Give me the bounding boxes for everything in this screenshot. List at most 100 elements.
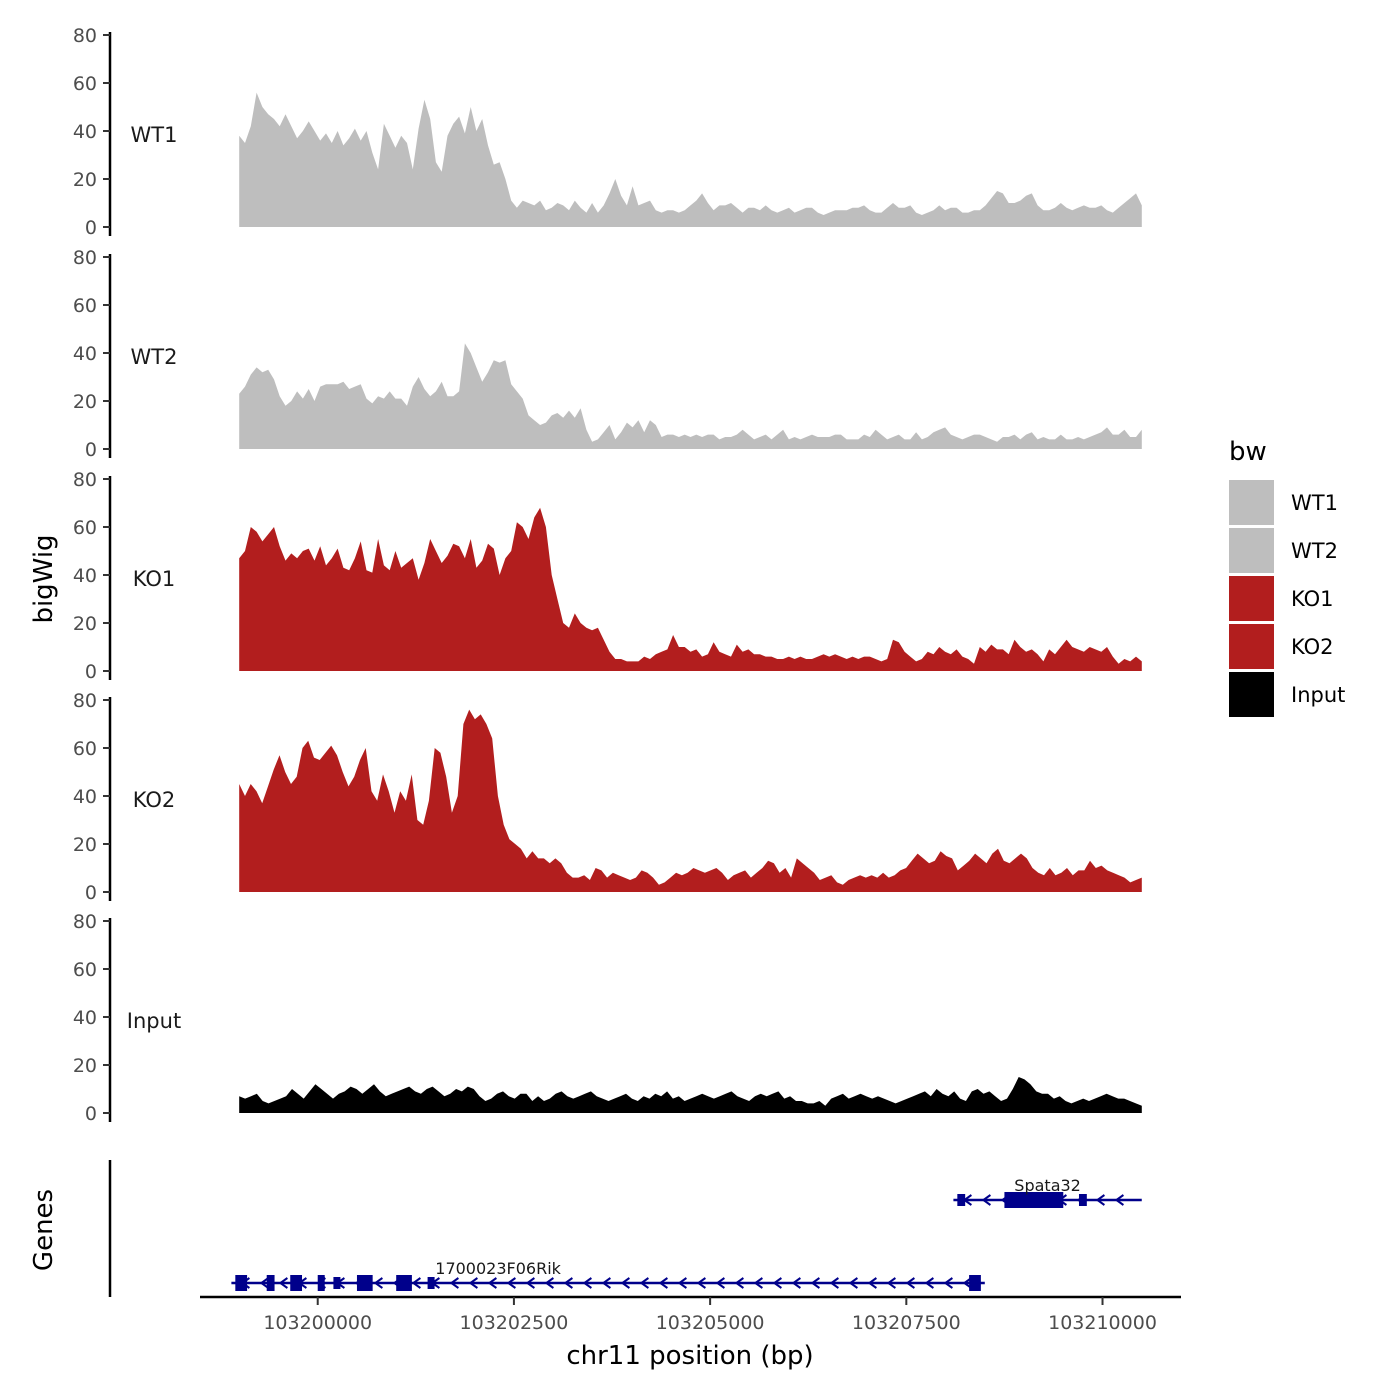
y-tick-label: 40 bbox=[73, 786, 97, 808]
y-tick-label: 0 bbox=[85, 882, 97, 904]
strand-arrow bbox=[373, 1277, 383, 1289]
strand-arrow bbox=[905, 1277, 915, 1289]
gene-exon bbox=[333, 1277, 341, 1289]
legend-label-wt1: WT1 bbox=[1291, 491, 1338, 515]
gene-exon bbox=[427, 1277, 435, 1289]
strand-arrow bbox=[525, 1277, 535, 1289]
strand-arrow bbox=[544, 1277, 554, 1289]
tracks-layer: 0 20 40 60 80 WT1 0 20 40 60 80 WT2 0 20 40 60 80 KO1 0 20 4… bbox=[73, 25, 1142, 1125]
gene-label-spata32: Spata32 bbox=[1014, 1176, 1081, 1195]
y-tick-label: 20 bbox=[73, 391, 97, 413]
strand-arrow bbox=[829, 1277, 839, 1289]
strand-arrow bbox=[506, 1277, 516, 1289]
y-tick-label: 20 bbox=[73, 1055, 97, 1077]
track-wt2: 0 20 40 60 80 WT2 bbox=[73, 247, 1142, 461]
y-tick-label: 60 bbox=[73, 738, 97, 760]
y-tick-label: 40 bbox=[73, 565, 97, 587]
signal-area-ko1 bbox=[239, 507, 1142, 671]
strand-arrow bbox=[658, 1277, 668, 1289]
signal-area-input bbox=[239, 1077, 1142, 1113]
strand-arrow bbox=[867, 1277, 877, 1289]
track-ko2: 0 20 40 60 80 KO2 bbox=[73, 690, 1142, 904]
legend-layer: bw WT1 WT2 KO1 KO2 Input bbox=[1229, 437, 1345, 717]
strand-arrow bbox=[791, 1277, 801, 1289]
gene-exon bbox=[957, 1194, 966, 1206]
strand-arrow bbox=[278, 1277, 288, 1289]
strand-arrow bbox=[772, 1277, 782, 1289]
gene-exon bbox=[290, 1275, 303, 1291]
y-tick-label: 0 bbox=[85, 1103, 97, 1125]
y-tick-label: 40 bbox=[73, 343, 97, 365]
track-label-ko1: KO1 bbox=[133, 567, 176, 591]
y-tick-label: 20 bbox=[73, 613, 97, 635]
strand-arrow bbox=[1114, 1194, 1124, 1206]
strand-arrow bbox=[468, 1277, 478, 1289]
signal-area-wt2 bbox=[239, 343, 1142, 449]
strand-arrow bbox=[753, 1277, 763, 1289]
strand-arrow bbox=[715, 1277, 725, 1289]
gene-label-1700023f06rik: 1700023F06Rik bbox=[435, 1259, 561, 1278]
legend-key-input bbox=[1229, 672, 1274, 717]
strand-arrow bbox=[259, 1277, 269, 1289]
y-tick-label: 0 bbox=[85, 217, 97, 239]
strand-arrow bbox=[487, 1277, 497, 1289]
track-label-ko2: KO2 bbox=[133, 788, 176, 812]
x-tick-label: 103200000 bbox=[263, 1312, 372, 1334]
gene-exon bbox=[1078, 1194, 1087, 1206]
y-tick-label: 20 bbox=[73, 169, 97, 191]
y-tick-label: 0 bbox=[85, 661, 97, 683]
y-tick-label: 0 bbox=[85, 439, 97, 461]
genes-axis-title: Genes bbox=[29, 1189, 59, 1271]
strand-arrow bbox=[810, 1277, 820, 1289]
strand-arrow bbox=[449, 1277, 459, 1289]
strand-arrow bbox=[962, 1277, 972, 1289]
legend-key-wt2 bbox=[1229, 528, 1274, 573]
y-tick-label: 80 bbox=[73, 911, 97, 933]
strand-arrow bbox=[1095, 1194, 1105, 1206]
gene-exon bbox=[356, 1275, 373, 1291]
y-tick-label: 60 bbox=[73, 959, 97, 981]
gene-exon bbox=[317, 1275, 325, 1291]
strand-arrow bbox=[677, 1277, 687, 1289]
x-tick-label: 103202500 bbox=[460, 1312, 569, 1334]
track-input: 0 20 40 60 80 Input bbox=[73, 911, 1142, 1125]
genes-layer: 103200000 103202500 103205000 103207500 1032… bbox=[108, 1160, 1181, 1334]
legend-key-wt1 bbox=[1229, 480, 1274, 525]
y-tick-label: 80 bbox=[73, 25, 97, 47]
x-tick-label: 103210000 bbox=[1048, 1312, 1157, 1334]
strand-arrow bbox=[582, 1277, 592, 1289]
strand-arrow bbox=[848, 1277, 858, 1289]
legend-title: bw bbox=[1229, 437, 1267, 467]
gene-spata32: Spata32 bbox=[953, 1176, 1142, 1208]
track-label-wt2: WT2 bbox=[131, 345, 178, 369]
track-label-input: Input bbox=[127, 1009, 181, 1033]
strand-arrow bbox=[563, 1277, 573, 1289]
strand-arrow bbox=[696, 1277, 706, 1289]
legend-label-ko2: KO2 bbox=[1291, 635, 1334, 659]
gene-exon bbox=[1004, 1192, 1064, 1208]
legend-key-ko2 bbox=[1229, 624, 1274, 669]
gene-1700023f06rik: 1700023F06Rik bbox=[231, 1259, 985, 1291]
track-ko1: 0 20 40 60 80 KO1 bbox=[73, 469, 1142, 683]
strand-arrow bbox=[924, 1277, 934, 1289]
y-axis-title: bigWig bbox=[29, 534, 59, 623]
legend-key-ko1 bbox=[1229, 576, 1274, 621]
x-tick-label: 103207500 bbox=[852, 1312, 961, 1334]
strand-arrow bbox=[886, 1277, 896, 1289]
y-tick-label: 80 bbox=[73, 247, 97, 269]
y-tick-label: 20 bbox=[73, 834, 97, 856]
legend-label-ko1: KO1 bbox=[1291, 587, 1334, 611]
y-tick-label: 60 bbox=[73, 295, 97, 317]
strand-arrow bbox=[411, 1277, 421, 1289]
signal-area-wt1 bbox=[239, 92, 1142, 227]
gene-exon bbox=[235, 1275, 248, 1291]
y-tick-label: 40 bbox=[73, 1007, 97, 1029]
gene-exon bbox=[969, 1275, 981, 1291]
y-tick-label: 60 bbox=[73, 73, 97, 95]
legend-label-wt2: WT2 bbox=[1291, 539, 1338, 563]
strand-arrow bbox=[639, 1277, 649, 1289]
strand-arrow bbox=[734, 1277, 744, 1289]
legend-label-input: Input bbox=[1291, 683, 1345, 707]
strand-arrow bbox=[601, 1277, 611, 1289]
